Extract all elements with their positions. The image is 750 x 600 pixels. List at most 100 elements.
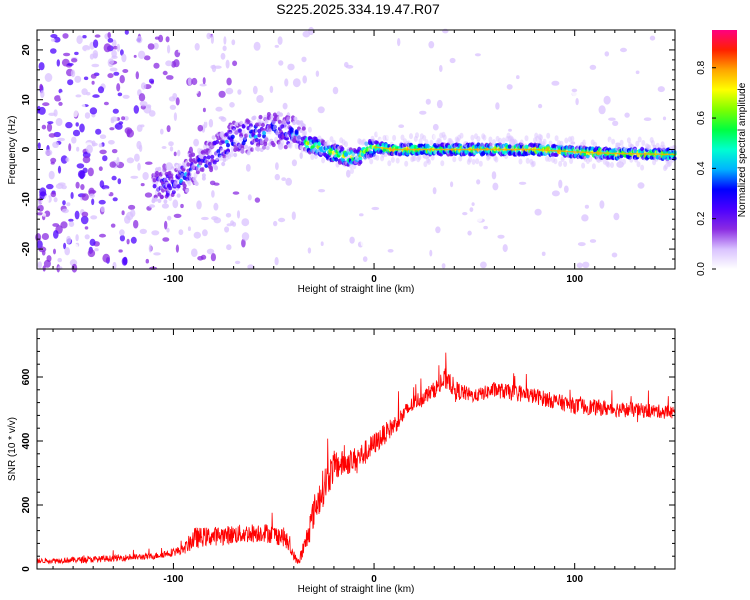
- heat-cell: [551, 190, 560, 197]
- heat-cell: [278, 60, 284, 66]
- heat-cell: [55, 118, 63, 126]
- heat-cell: [84, 112, 91, 119]
- heat-cell: [257, 236, 264, 245]
- heat-cell: [288, 142, 293, 149]
- heat-cell: [153, 62, 160, 69]
- heat-cell: [140, 46, 147, 51]
- heat-cell: [110, 223, 116, 228]
- heat-cell: [311, 44, 318, 53]
- heat-cell: [258, 114, 263, 120]
- heat-cell: [386, 133, 391, 140]
- heat-cell: [563, 185, 569, 193]
- heat-cell: [344, 152, 348, 157]
- heat-cell: [76, 163, 85, 169]
- heat-cell: [349, 236, 355, 244]
- heat-cell: [38, 106, 46, 115]
- heat-cell: [145, 258, 149, 264]
- heat-cell: [274, 173, 280, 181]
- heat-cell: [85, 91, 91, 96]
- heat-cell: [121, 210, 125, 216]
- heat-cell: [173, 151, 177, 157]
- heat-cell: [275, 129, 280, 136]
- heat-cell: [476, 216, 483, 222]
- heat-cell: [171, 60, 177, 68]
- heat-cell: [199, 167, 204, 172]
- heat-cell: [292, 120, 297, 126]
- heat-cell: [101, 69, 107, 74]
- heat-cell: [159, 194, 164, 200]
- heat-cell: [622, 158, 626, 165]
- heat-cell: [584, 204, 590, 209]
- heat-cell: [60, 221, 68, 229]
- heat-cell: [51, 38, 56, 42]
- heat-cell: [240, 147, 245, 154]
- heat-cell: [657, 86, 665, 93]
- heat-cell: [459, 132, 464, 139]
- heat-cell: [111, 49, 117, 58]
- heat-cell: [249, 63, 258, 70]
- heat-cell: [531, 160, 536, 167]
- heat-cell: [424, 139, 429, 146]
- heat-cell: [168, 195, 173, 202]
- heat-cell: [241, 129, 246, 136]
- heat-cell: [91, 198, 95, 206]
- heat-cell: [400, 134, 405, 141]
- heat-cell: [134, 153, 140, 162]
- heat-cell: [225, 213, 232, 218]
- heat-cell: [442, 28, 449, 34]
- heat-cell: [175, 244, 179, 253]
- heat-cell: [256, 145, 261, 152]
- heat-cell: [52, 141, 59, 148]
- heat-cell: [601, 263, 608, 268]
- heat-cell: [112, 39, 117, 48]
- heat-cell: [144, 192, 153, 198]
- heat-cell: [102, 188, 111, 196]
- heat-cell: [624, 112, 630, 118]
- heat-cell: [98, 199, 106, 205]
- heat-cell: [272, 124, 277, 131]
- heat-cell: [569, 158, 574, 164]
- heat-cell: [224, 139, 229, 145]
- heat-cell: [482, 134, 487, 141]
- heat-cell: [177, 149, 181, 157]
- spectrogram-xlabel: Height of straight line (km): [298, 284, 415, 295]
- heat-cell: [635, 70, 640, 75]
- heat-cell: [501, 137, 506, 144]
- heat-cell: [112, 108, 119, 114]
- heat-cell: [418, 138, 423, 145]
- snr-ylabel: SNR (10 * v/v): [7, 417, 18, 481]
- heat-cell: [148, 110, 156, 117]
- heat-cell: [37, 142, 41, 150]
- heat-cell: [611, 138, 616, 145]
- heat-cell: [507, 144, 512, 149]
- heat-cell: [649, 35, 656, 41]
- heat-cell: [482, 196, 486, 201]
- spectrogram-ytick-label: 0: [21, 146, 32, 152]
- heat-cell: [647, 144, 652, 151]
- heat-cell: [67, 62, 74, 66]
- heat-cell: [449, 57, 456, 64]
- heat-cell: [111, 149, 118, 154]
- heat-cell: [209, 167, 214, 173]
- heat-cell: [575, 98, 579, 106]
- heat-cell: [327, 140, 332, 147]
- heat-cell: [541, 251, 546, 256]
- heat-cell: [333, 181, 339, 188]
- heat-cell: [259, 138, 264, 145]
- heat-cell: [440, 160, 445, 167]
- heat-cell: [61, 45, 70, 52]
- heat-cell: [637, 136, 642, 143]
- heat-cell: [458, 155, 463, 162]
- heat-cell: [277, 36, 283, 45]
- heat-cell: [130, 236, 137, 244]
- heat-cell: [570, 135, 575, 142]
- heat-cell: [56, 59, 60, 67]
- heat-cell: [603, 95, 611, 105]
- heat-cell: [211, 190, 215, 198]
- heat-cell: [153, 197, 158, 202]
- heat-cell: [107, 73, 114, 79]
- heat-cell: [310, 154, 315, 160]
- heat-cell: [93, 39, 99, 48]
- heat-cell: [102, 253, 110, 263]
- heat-cell: [317, 106, 325, 114]
